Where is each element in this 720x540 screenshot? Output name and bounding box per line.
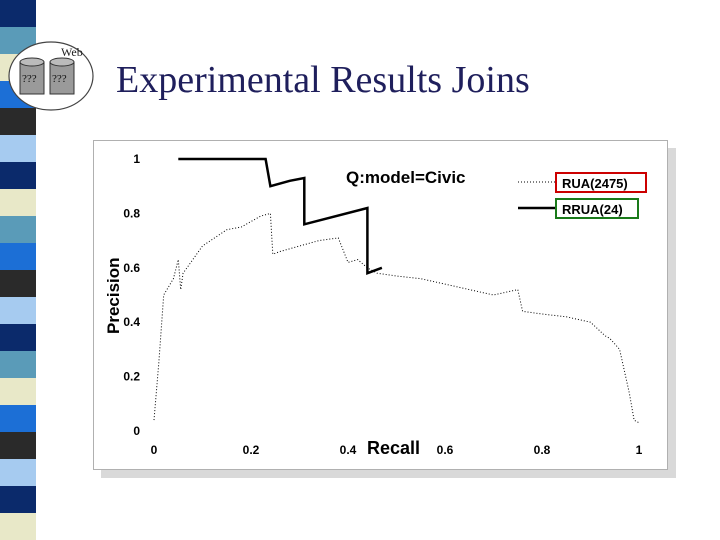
x-tick-label: 1	[636, 443, 643, 457]
logo-db-left-label: ???	[22, 73, 37, 85]
stripe-segment	[0, 189, 36, 216]
y-axis-label: Precision	[104, 257, 123, 334]
stripe-segment	[0, 243, 36, 270]
database-left-icon	[19, 61, 45, 95]
slide-title: Experimental Results Joins	[116, 59, 530, 101]
x-tick-label: 0.6	[437, 443, 454, 457]
chart-title: Q:model=Civic	[346, 168, 466, 187]
stripe-segment	[0, 270, 36, 297]
series-rrua-line	[178, 157, 383, 275]
chart-frame: 0 0.2 0.4 0.6 0.8 1 0 0.2 0.4 0.6 0.8 1 Q:model=Ci…	[93, 140, 668, 470]
y-tick-label: 0.8	[123, 206, 140, 220]
stripe-segment	[0, 405, 36, 432]
stripe-segment	[0, 432, 36, 459]
stripe-segment	[0, 0, 36, 27]
stripe-segment	[0, 378, 36, 405]
logo-web-label: Web	[61, 45, 83, 59]
x-tick-label: 0	[151, 443, 158, 457]
stripe-segment	[0, 108, 36, 135]
y-tick-label: 0.2	[123, 370, 140, 384]
y-tick-label: 1	[133, 152, 140, 166]
legend-rrua-box	[555, 198, 639, 219]
x-tick-label: 0.8	[534, 443, 551, 457]
legend-rua-label: RUA(2475)	[562, 176, 628, 191]
stripe-segment	[0, 324, 36, 351]
stripe-segment	[0, 162, 36, 189]
y-tick-label: 0	[133, 424, 140, 438]
stripe-segment	[0, 216, 36, 243]
x-tick-label: 0.2	[243, 443, 260, 457]
stripe-segment	[0, 513, 36, 540]
legend: RUA(2475) RRUA(24)	[518, 172, 647, 219]
stripe-segment	[0, 297, 36, 324]
y-tick-label: 0.6	[123, 261, 140, 275]
y-tick-label: 0.4	[123, 315, 140, 329]
logo-db-right-label: ???	[52, 73, 67, 85]
legend-rrua-label: RRUA(24)	[562, 202, 623, 217]
database-logo: Web ??? ???	[8, 41, 94, 111]
series-rua-line	[153, 212, 640, 424]
stripe-segment	[0, 486, 36, 513]
legend-rua-box	[555, 172, 647, 193]
stripe-segment	[0, 135, 36, 162]
x-tick-label: 0.4	[340, 443, 357, 457]
stripe-segment	[0, 459, 36, 486]
x-axis-label: Recall	[367, 438, 420, 458]
stripe-segment	[0, 351, 36, 378]
precision-recall-chart: 0 0.2 0.4 0.6 0.8 1 0 0.2 0.4 0.6 0.8 1 Q:model=Ci…	[104, 152, 647, 458]
